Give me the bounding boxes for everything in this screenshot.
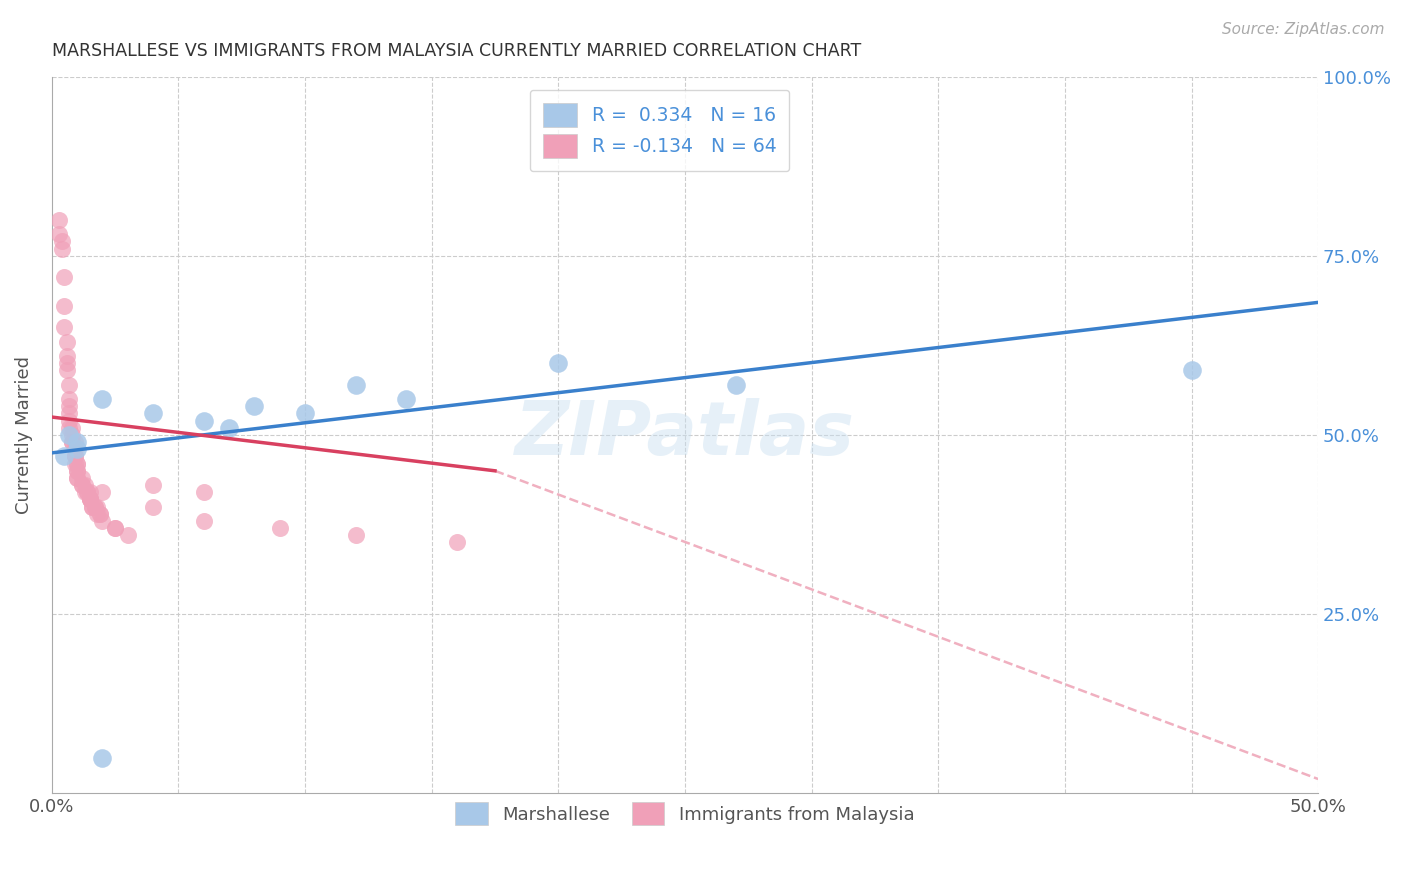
Point: [269, 521, 291, 535]
Text: MARSHALLESE VS IMMIGRANTS FROM MALAYSIA CURRENTLY MARRIED CORRELATION CHART: MARSHALLESE VS IMMIGRANTS FROM MALAYSIA …: [52, 42, 860, 60]
Point: [73, 478, 96, 492]
Point: [51, 242, 73, 256]
Point: [51, 235, 73, 249]
Point: [66, 442, 89, 457]
Point: [294, 407, 316, 421]
Point: [82, 500, 104, 514]
Point: [63, 442, 86, 457]
Point: [66, 464, 89, 478]
Point: [82, 500, 104, 514]
Point: [56, 349, 79, 363]
Point: [243, 399, 266, 413]
Point: [547, 356, 569, 370]
Point: [66, 435, 89, 450]
Point: [73, 485, 96, 500]
Point: [70, 478, 93, 492]
Point: [79, 492, 101, 507]
Point: [58, 407, 80, 421]
Point: [91, 392, 114, 406]
Point: [53, 270, 76, 285]
Point: [66, 457, 89, 471]
Point: [91, 514, 114, 528]
Point: [53, 299, 76, 313]
Point: [60, 428, 83, 442]
Point: [104, 521, 127, 535]
Point: [79, 492, 101, 507]
Point: [79, 485, 101, 500]
Point: [142, 478, 165, 492]
Point: [63, 435, 86, 450]
Point: [142, 407, 165, 421]
Point: [66, 464, 89, 478]
Point: [117, 528, 139, 542]
Point: [79, 492, 101, 507]
Point: [63, 450, 86, 464]
Point: [58, 428, 80, 442]
Point: [60, 421, 83, 435]
Point: [446, 535, 468, 549]
Point: [83, 500, 105, 514]
Point: [91, 485, 114, 500]
Point: [66, 471, 89, 485]
Point: [53, 450, 76, 464]
Point: [60, 435, 83, 450]
Point: [344, 377, 367, 392]
Point: [344, 528, 367, 542]
Point: [193, 514, 215, 528]
Point: [58, 414, 80, 428]
Point: [218, 421, 240, 435]
Text: Source: ZipAtlas.com: Source: ZipAtlas.com: [1222, 22, 1385, 37]
Point: [79, 492, 101, 507]
Point: [56, 363, 79, 377]
Point: [104, 521, 127, 535]
Point: [63, 450, 86, 464]
Point: [76, 485, 98, 500]
Point: [89, 507, 111, 521]
Point: [58, 392, 80, 406]
Point: [83, 500, 105, 514]
Point: [724, 377, 747, 392]
Point: [70, 471, 93, 485]
Point: [89, 507, 111, 521]
Point: [66, 471, 89, 485]
Point: [142, 500, 165, 514]
Point: [193, 414, 215, 428]
Point: [63, 457, 86, 471]
Point: [86, 500, 108, 514]
Point: [86, 507, 108, 521]
Point: [60, 435, 83, 450]
Point: [395, 392, 418, 406]
Point: [58, 377, 80, 392]
Point: [58, 421, 80, 435]
Point: [70, 478, 93, 492]
Legend: Marshallese, Immigrants from Malaysia: Marshallese, Immigrants from Malaysia: [446, 793, 924, 835]
Point: [193, 485, 215, 500]
Point: [48, 213, 70, 227]
Point: [58, 399, 80, 413]
Point: [53, 320, 76, 334]
Point: [48, 227, 70, 242]
Point: [91, 750, 114, 764]
Text: ZIPatlas: ZIPatlas: [515, 399, 855, 472]
Point: [1180, 363, 1202, 377]
Y-axis label: Currently Married: Currently Married: [15, 356, 32, 514]
Point: [56, 334, 79, 349]
Point: [76, 485, 98, 500]
Point: [56, 356, 79, 370]
Point: [66, 457, 89, 471]
